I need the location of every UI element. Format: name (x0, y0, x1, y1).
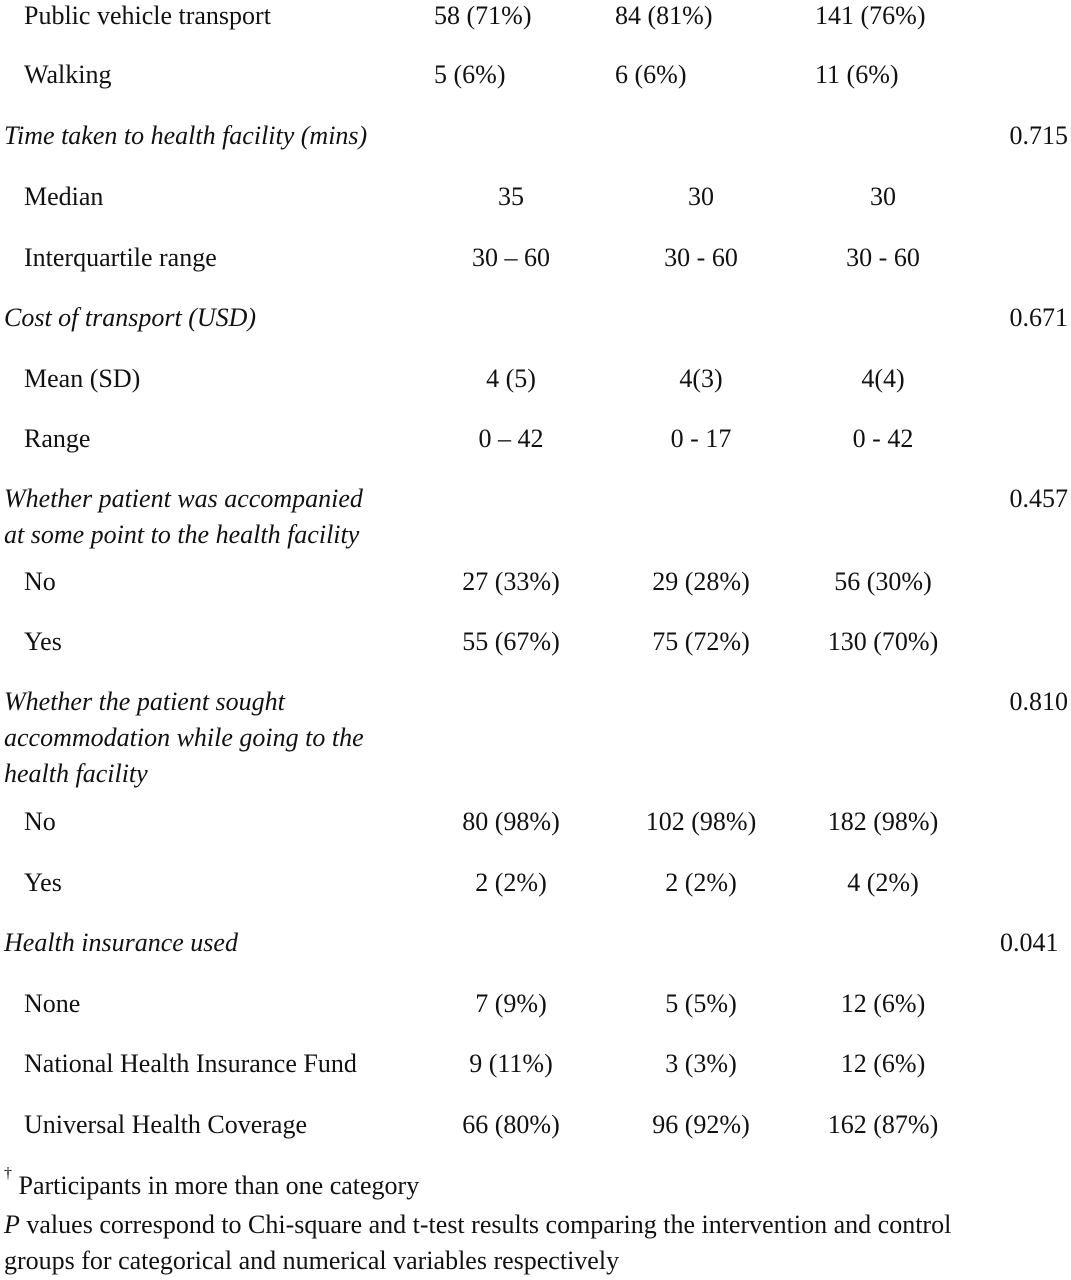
control-value: 6 (6%) (615, 60, 687, 89)
control-value: 4(3) (679, 364, 723, 393)
section-header-row: Cost of transport (USD) 0.671 (0, 300, 1071, 336)
footnote-p-values: P values correspond to Chi-square and t-… (4, 1207, 1064, 1279)
section-label-line: health facility (4, 759, 148, 788)
section-label: Time taken to health facility (mins) (4, 121, 368, 150)
footnote-text: Participants in more than one category (12, 1171, 420, 1200)
intervention-value: 30 – 60 (472, 243, 550, 272)
section-label: Whether patient was accompanied at some … (4, 481, 424, 553)
row-label: Walking (24, 60, 112, 89)
total-value: 4(4) (861, 364, 905, 393)
table-row: Public vehicle transport 58 (71%) 84 (81… (0, 0, 1071, 34)
section-header-row: 0.457 (0, 481, 1071, 517)
intervention-value: 5 (6%) (434, 60, 506, 89)
footnote-dagger: † Participants in more than one category (4, 1165, 1064, 1204)
control-value: 75 (72%) (652, 627, 750, 656)
control-value: 5 (5%) (665, 989, 737, 1018)
section-label-line: Whether patient was accompanied (4, 484, 363, 513)
total-value: 30 - 60 (846, 243, 920, 272)
control-value: 96 (92%) (652, 1110, 750, 1139)
control-value: 0 - 17 (670, 424, 732, 453)
intervention-value: 9 (11%) (469, 1049, 553, 1078)
table-row: No 80 (98%) 102 (98%) 182 (98%) (0, 804, 1071, 840)
total-value: 11 (6%) (815, 60, 899, 89)
control-value: 30 (688, 182, 714, 211)
table-row: None 7 (9%) 5 (5%) 12 (6%) (0, 986, 1071, 1022)
section-label: Health insurance used (4, 928, 238, 957)
table-row: National Health Insurance Fund 9 (11%) 3… (0, 1046, 1071, 1082)
intervention-value: 35 (498, 182, 524, 211)
p-value: 0.457 (1009, 484, 1069, 513)
total-value: 12 (6%) (840, 1049, 926, 1078)
total-value: 56 (30%) (834, 567, 932, 596)
table-row: Range 0 – 42 0 - 17 0 - 42 (0, 421, 1071, 457)
table-row: Walking 5 (6%) 6 (6%) 11 (6%) (0, 57, 1071, 93)
intervention-value: 80 (98%) (462, 807, 560, 836)
intervention-value: 0 – 42 (478, 424, 544, 453)
section-label: Whether the patient sought accommodation… (4, 684, 424, 792)
intervention-value: 58 (71%) (434, 1, 532, 30)
row-label: Median (24, 182, 104, 211)
table-row: Yes 55 (67%) 75 (72%) 130 (70%) (0, 624, 1071, 660)
section-header-row: Health insurance used 0.041 (0, 925, 1071, 961)
intervention-value: 2 (2%) (475, 868, 547, 897)
row-label: No (24, 567, 56, 596)
total-value: 130 (70%) (827, 627, 939, 656)
p-value: 0.810 (1009, 687, 1069, 716)
section-label-line: Whether the patient sought (4, 687, 285, 716)
table-row: Interquartile range 30 – 60 30 - 60 30 -… (0, 240, 1071, 276)
row-label: Universal Health Coverage (24, 1110, 308, 1139)
section-header-row: Time taken to health facility (mins) 0.7… (0, 118, 1071, 154)
dagger-symbol: † (4, 1165, 12, 1183)
section-label-line: at some point to the health facility (4, 520, 360, 549)
control-value: 30 - 60 (664, 243, 738, 272)
control-value: 3 (3%) (665, 1049, 737, 1078)
total-value: 30 (870, 182, 896, 211)
row-label: Public vehicle transport (24, 1, 271, 30)
total-value: 182 (98%) (827, 807, 939, 836)
row-label: Yes (24, 868, 62, 897)
p-value: 0.041 (1000, 928, 1059, 957)
section-header-row: 0.810 (0, 684, 1071, 720)
total-value: 0 - 42 (852, 424, 914, 453)
intervention-value: 4 (5) (486, 364, 536, 393)
intervention-value: 66 (80%) (462, 1110, 560, 1139)
intervention-value: 55 (67%) (462, 627, 560, 656)
table-row: Yes 2 (2%) 2 (2%) 4 (2%) (0, 865, 1071, 901)
row-label: National Health Insurance Fund (24, 1049, 357, 1078)
footnote-text: groups for categorical and numerical var… (4, 1246, 620, 1275)
total-value: 4 (2%) (847, 868, 919, 897)
intervention-value: 27 (33%) (462, 567, 560, 596)
p-symbol: P (4, 1210, 20, 1239)
section-label-line: accommodation while going to the (4, 723, 364, 752)
footnote-text: values correspond to Chi-square and t-te… (19, 1210, 952, 1239)
table-row: No 27 (33%) 29 (28%) 56 (30%) (0, 564, 1071, 600)
p-value: 0.715 (1009, 121, 1069, 150)
control-value: 84 (81%) (615, 1, 713, 30)
control-value: 2 (2%) (665, 868, 737, 897)
row-label: No (24, 807, 56, 836)
row-label: None (24, 989, 81, 1018)
total-value: 141 (76%) (815, 1, 926, 30)
intervention-value: 7 (9%) (475, 989, 547, 1018)
table-row: Mean (SD) 4 (5) 4(3) 4(4) (0, 361, 1071, 397)
section-label: Cost of transport (USD) (4, 303, 257, 332)
table-row: Median 35 30 30 (0, 179, 1071, 215)
row-label: Mean (SD) (24, 364, 141, 393)
p-value: 0.671 (1009, 303, 1069, 332)
row-label: Range (24, 424, 91, 453)
row-label: Interquartile range (24, 243, 217, 272)
total-value: 12 (6%) (840, 989, 926, 1018)
control-value: 102 (98%) (645, 807, 757, 836)
table-row: Universal Health Coverage 66 (80%) 96 (9… (0, 1107, 1071, 1143)
total-value: 162 (87%) (827, 1110, 939, 1139)
row-label: Yes (24, 627, 62, 656)
control-value: 29 (28%) (652, 567, 750, 596)
